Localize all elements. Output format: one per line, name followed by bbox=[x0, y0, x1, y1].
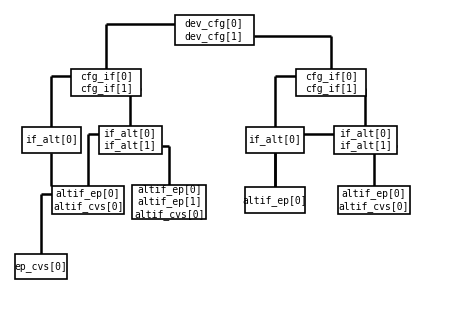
FancyBboxPatch shape bbox=[338, 186, 410, 214]
FancyBboxPatch shape bbox=[98, 126, 161, 154]
FancyBboxPatch shape bbox=[175, 15, 254, 45]
Text: ep_cvs[0]: ep_cvs[0] bbox=[15, 261, 68, 272]
Text: altif_ep[0]
altif_ep[1]
altif_cvs[0]: altif_ep[0] altif_ep[1] altif_cvs[0] bbox=[134, 184, 204, 219]
Text: if_alt[0]
if_alt[1]: if_alt[0] if_alt[1] bbox=[104, 128, 157, 151]
FancyBboxPatch shape bbox=[245, 187, 305, 213]
FancyBboxPatch shape bbox=[132, 185, 206, 218]
Text: if_alt[0]: if_alt[0] bbox=[25, 134, 78, 145]
Text: cfg_if[0]
cfg_if[1]: cfg_if[0] cfg_if[1] bbox=[305, 71, 358, 94]
FancyBboxPatch shape bbox=[333, 126, 397, 154]
Text: altif_ep[0]
altif_cvs[0]: altif_ep[0] altif_cvs[0] bbox=[339, 189, 409, 212]
Text: if_alt[0]: if_alt[0] bbox=[249, 134, 302, 145]
FancyBboxPatch shape bbox=[71, 69, 141, 96]
FancyBboxPatch shape bbox=[22, 127, 81, 153]
Text: dev_cfg[0]
dev_cfg[1]: dev_cfg[0] dev_cfg[1] bbox=[185, 18, 243, 42]
Text: altif_ep[0]: altif_ep[0] bbox=[243, 195, 307, 206]
FancyBboxPatch shape bbox=[246, 127, 304, 153]
Text: altif_ep[0]
altif_cvs[0]: altif_ep[0] altif_cvs[0] bbox=[53, 189, 123, 212]
Text: cfg_if[0]
cfg_if[1]: cfg_if[0] cfg_if[1] bbox=[80, 71, 133, 94]
Text: if_alt[0]
if_alt[1]: if_alt[0] if_alt[1] bbox=[339, 128, 392, 151]
FancyBboxPatch shape bbox=[296, 69, 366, 96]
FancyBboxPatch shape bbox=[15, 254, 67, 279]
FancyBboxPatch shape bbox=[52, 186, 124, 214]
